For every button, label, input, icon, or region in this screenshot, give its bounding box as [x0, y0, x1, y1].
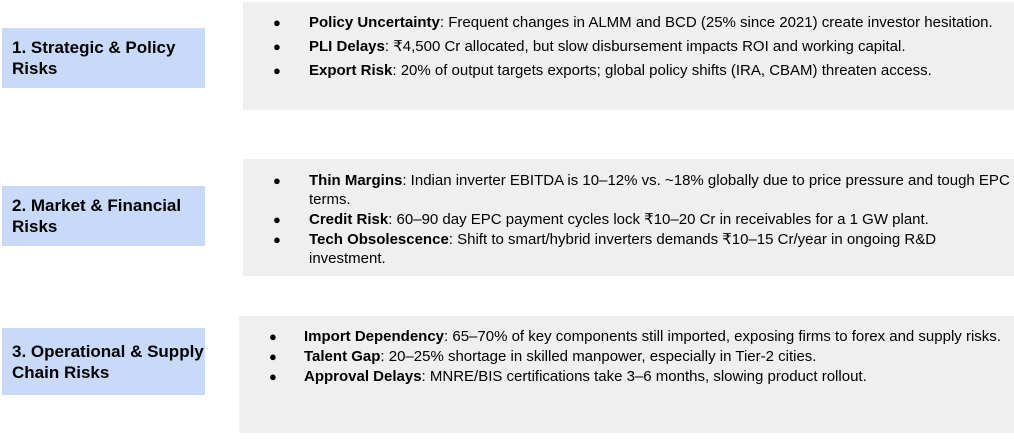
list-item: ● Export Risk: 20% of output targets exp…	[243, 61, 1014, 80]
list-item: ● Tech Obsolescence: Shift to smart/hybr…	[243, 230, 1014, 268]
risk-text: : Indian inverter EBITDA is 10–12% vs. ~…	[309, 172, 1010, 208]
list-item: ● Talent Gap: 20–25% shortage in skilled…	[239, 347, 1014, 366]
list-item: ● Credit Risk: 60–90 day EPC payment cyc…	[243, 210, 1014, 229]
list-item: ● Policy Uncertainty: Frequent changes i…	[243, 13, 1014, 32]
list-item: ● Thin Margins: Indian inverter EBITDA i…	[243, 171, 1014, 209]
risk-text: : 65–70% of key components still importe…	[444, 328, 1001, 345]
risk-term: Export Risk	[309, 62, 393, 79]
risk-list: ● Policy Uncertainty: Frequent changes i…	[243, 13, 1014, 80]
risk-term: Thin Margins	[309, 172, 403, 189]
section-label-market-financial: 2. Market & Financial Risks	[2, 186, 205, 246]
list-item: ● Import Dependency: 65–70% of key compo…	[239, 327, 1014, 346]
bullet-icon: ●	[273, 173, 281, 188]
bullet-icon: ●	[273, 212, 281, 227]
list-item: ● PLI Delays: ₹4,500 Cr allocated, but s…	[243, 37, 1014, 56]
risk-term: Approval Delays	[304, 368, 422, 385]
risk-text: : 60–90 day EPC payment cycles lock ₹10–…	[388, 211, 929, 228]
risk-term: PLI Delays	[309, 38, 385, 55]
section-box-strategic-policy: ● Policy Uncertainty: Frequent changes i…	[243, 2, 1014, 110]
section-label-operational-supply-chain: 3. Operational & Supply Chain Risks	[2, 328, 205, 395]
risk-term: Tech Obsolescence	[309, 231, 449, 248]
bullet-icon: ●	[269, 369, 277, 384]
section-box-operational-supply-chain: ● Import Dependency: 65–70% of key compo…	[239, 316, 1014, 433]
risk-text: : ₹4,500 Cr allocated, but slow disburse…	[384, 38, 906, 55]
risk-text: : Shift to smart/hybrid inverters demand…	[309, 231, 937, 267]
risk-term: Import Dependency	[304, 328, 445, 345]
risk-text: : 20% of output targets exports; global …	[392, 62, 932, 79]
risk-list: ● Import Dependency: 65–70% of key compo…	[239, 327, 1014, 386]
risk-term: Talent Gap	[304, 348, 381, 365]
risk-term: Credit Risk	[309, 211, 389, 228]
bullet-icon: ●	[273, 15, 281, 30]
risk-list: ● Thin Margins: Indian inverter EBITDA i…	[243, 171, 1014, 268]
risk-text: : MNRE/BIS certifications take 3–6 month…	[421, 368, 867, 385]
bullet-icon: ●	[273, 39, 281, 54]
bullet-icon: ●	[273, 63, 281, 78]
section-box-market-financial: ● Thin Margins: Indian inverter EBITDA i…	[243, 159, 1014, 276]
section-label-strategic-policy: 1. Strategic & Policy Risks	[2, 28, 205, 88]
bullet-icon: ●	[269, 349, 277, 364]
list-item: ● Approval Delays: MNRE/BIS certificatio…	[239, 367, 1014, 386]
bullet-icon: ●	[269, 329, 277, 344]
risk-term: Policy Uncertainty	[309, 14, 440, 31]
risk-text: : Frequent changes in ALMM and BCD (25% …	[439, 14, 993, 31]
risk-text: : 20–25% shortage in skilled manpower, e…	[380, 348, 817, 365]
bullet-icon: ●	[273, 232, 281, 247]
